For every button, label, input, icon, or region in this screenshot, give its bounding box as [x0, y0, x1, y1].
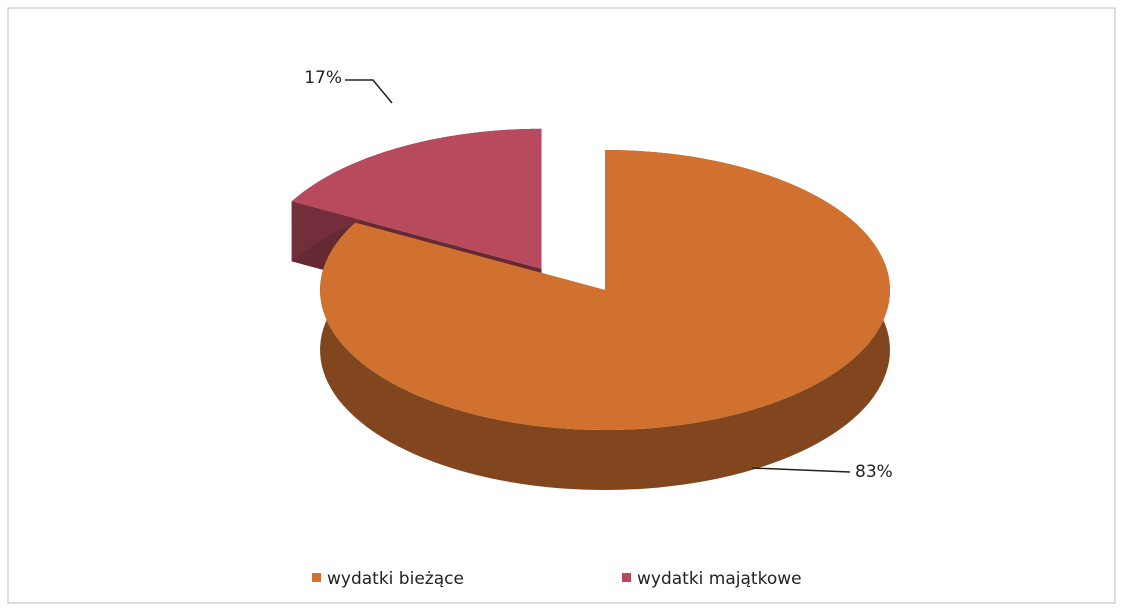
slice — [291, 128, 542, 269]
legend-label: wydatki majątkowe — [637, 569, 802, 589]
legend-swatch — [622, 573, 631, 582]
legend-swatch — [312, 573, 321, 582]
data-label: 17% — [304, 68, 342, 88]
data-label: 83% — [855, 462, 893, 482]
leader-line — [751, 467, 851, 473]
leader-line — [345, 79, 393, 104]
legend-label: wydatki bieżące — [327, 569, 464, 589]
chart-frame — [7, 7, 1116, 604]
slice — [320, 150, 891, 430]
